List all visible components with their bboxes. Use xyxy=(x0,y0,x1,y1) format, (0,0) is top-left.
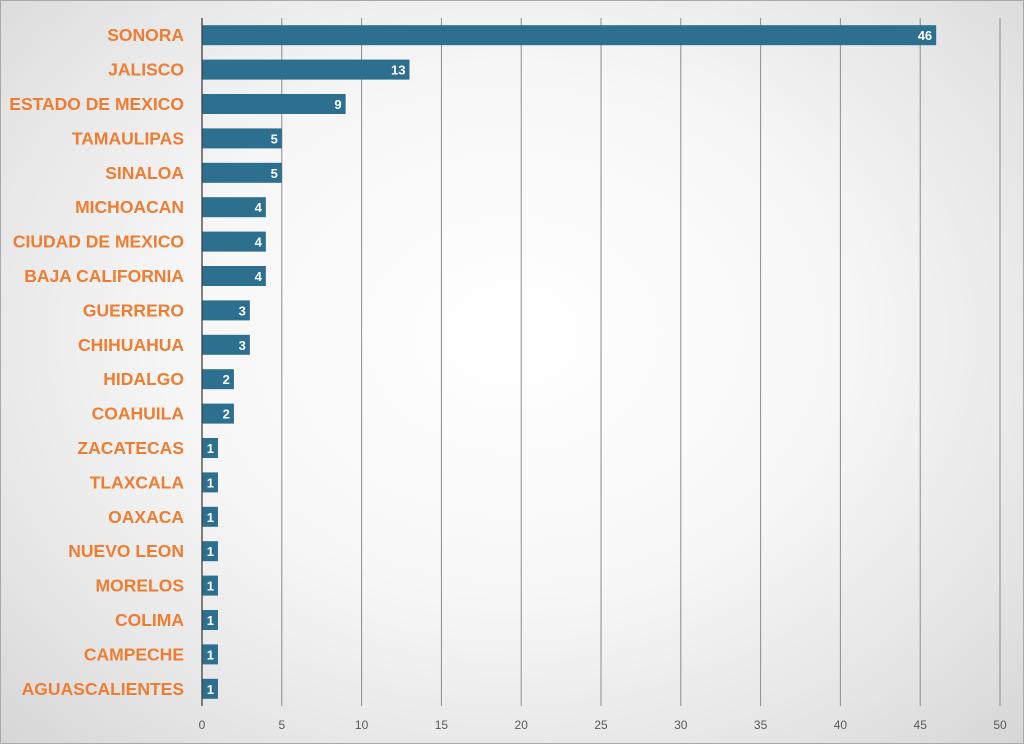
bar xyxy=(202,369,234,390)
bar xyxy=(202,25,937,46)
data-label: 2 xyxy=(223,407,230,422)
data-label: 1 xyxy=(207,613,214,628)
x-tick-label: 10 xyxy=(355,718,369,732)
bar xyxy=(202,403,234,424)
data-label: 4 xyxy=(255,269,263,284)
x-tick-label: 5 xyxy=(278,718,285,732)
category-label: SONORA xyxy=(107,25,184,45)
data-label: 1 xyxy=(207,441,214,456)
bar xyxy=(202,231,266,252)
bar xyxy=(202,59,410,80)
category-label: OAXACA xyxy=(108,507,184,527)
category-label: AGUASCALIENTES xyxy=(22,679,184,699)
bar xyxy=(202,541,218,562)
x-tick-label: 35 xyxy=(754,718,768,732)
x-tick-label: 30 xyxy=(674,718,688,732)
category-label: CAMPECHE xyxy=(84,644,184,664)
category-label: ESTADO DE MEXICO xyxy=(9,94,184,114)
data-label: 46 xyxy=(918,28,932,43)
data-label: 1 xyxy=(207,579,214,594)
category-label: TAMAULIPAS xyxy=(72,128,184,148)
data-label: 3 xyxy=(239,303,246,318)
data-label: 5 xyxy=(271,166,278,181)
bar xyxy=(202,300,250,321)
x-tick-label: 25 xyxy=(594,718,608,732)
category-label: TLAXCALA xyxy=(90,472,185,492)
bar xyxy=(202,438,218,458)
category-label: CHIHUAHUA xyxy=(78,335,184,355)
category-label: SINALOA xyxy=(105,163,184,183)
x-tick-label: 20 xyxy=(515,718,529,732)
data-label: 1 xyxy=(207,544,214,559)
x-tick-label: 50 xyxy=(993,718,1007,732)
data-label: 5 xyxy=(271,131,278,146)
bar xyxy=(202,94,346,114)
bar xyxy=(202,610,218,630)
data-label: 1 xyxy=(207,475,214,490)
bar xyxy=(202,678,218,699)
category-label: MORELOS xyxy=(96,576,184,596)
bar xyxy=(202,128,282,149)
data-label: 3 xyxy=(239,338,246,353)
data-label: 4 xyxy=(255,200,263,215)
category-label: NUEVO LEON xyxy=(68,541,184,561)
category-label: COLIMA xyxy=(115,610,184,630)
data-label: 1 xyxy=(207,510,214,525)
bar xyxy=(202,644,218,665)
category-label: COAHUILA xyxy=(92,404,185,424)
bar xyxy=(202,575,218,596)
category-label: MICHOACAN xyxy=(75,197,184,217)
bar xyxy=(202,266,266,286)
x-tick-label: 40 xyxy=(834,718,848,732)
category-label: BAJA CALIFORNIA xyxy=(24,266,184,286)
category-label: HIDALGO xyxy=(103,369,184,389)
category-label: ZACATECAS xyxy=(77,438,184,458)
bar xyxy=(202,334,250,355)
data-label: 13 xyxy=(391,63,405,78)
bar xyxy=(202,472,218,493)
data-label: 2 xyxy=(223,372,230,387)
x-tick-label: 45 xyxy=(914,718,928,732)
data-label: 1 xyxy=(207,647,214,662)
data-label: 9 xyxy=(334,97,341,112)
category-label: CIUDAD DE MEXICO xyxy=(13,232,184,252)
x-tick-label: 0 xyxy=(199,718,206,732)
bar xyxy=(202,197,266,218)
data-label: 1 xyxy=(207,682,214,697)
bar xyxy=(202,162,282,183)
category-label: JALISCO xyxy=(108,60,184,80)
x-tick-label: 15 xyxy=(435,718,449,732)
data-label: 4 xyxy=(255,235,263,250)
category-label: GUERRERO xyxy=(83,300,184,320)
bar xyxy=(202,506,218,527)
